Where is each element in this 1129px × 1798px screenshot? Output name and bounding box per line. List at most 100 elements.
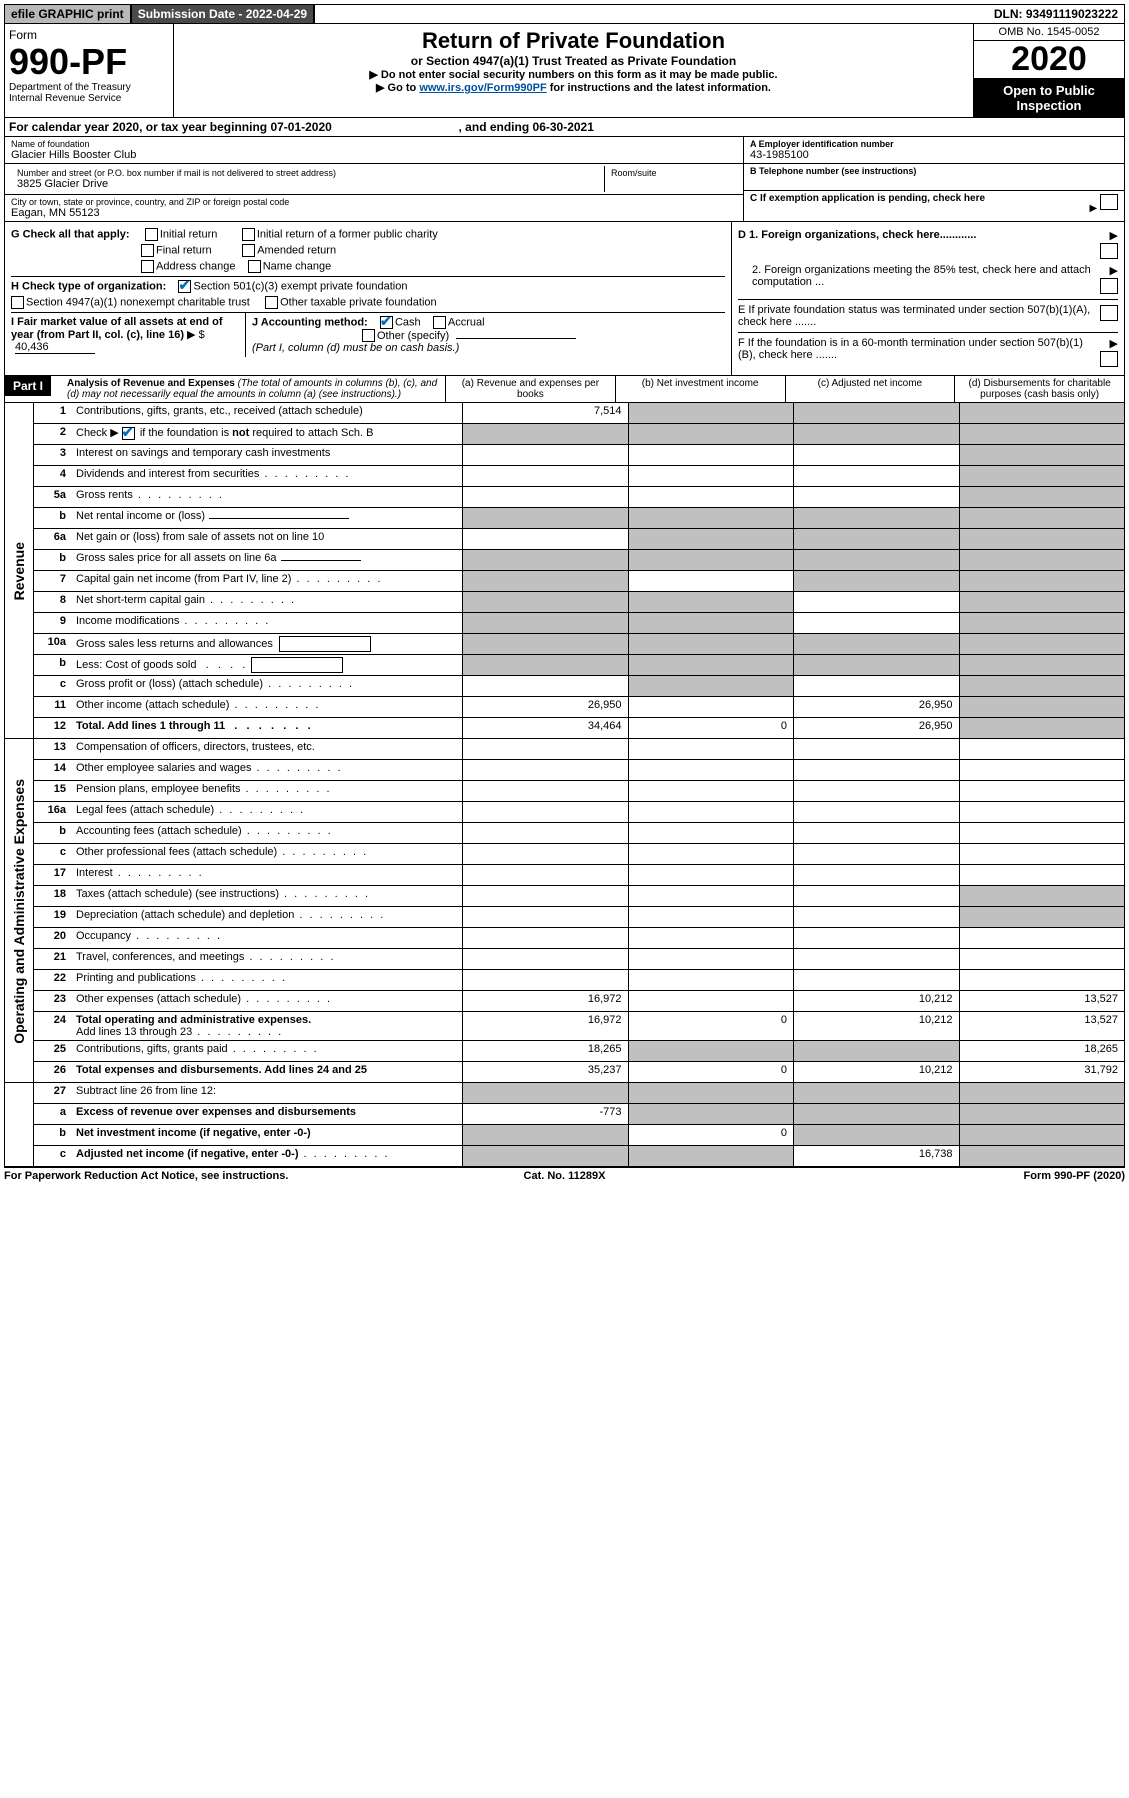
submission-date: Submission Date - 2022-04-29 [130, 5, 315, 23]
line-13: Compensation of officers, directors, tru… [72, 739, 462, 759]
form-ref: Form 990-PF (2020) [751, 1170, 1125, 1182]
line-12: Total. Add lines 1 through 11 . . . . . … [72, 718, 462, 738]
line-27b: Net investment income (if negative, ente… [72, 1125, 462, 1145]
paperwork-notice: For Paperwork Reduction Act Notice, see … [4, 1170, 378, 1182]
form-link[interactable]: www.irs.gov/Form990PF [419, 82, 546, 94]
i-label: I Fair market value of all assets at end… [11, 316, 223, 341]
line-16c: Other professional fees (attach schedule… [72, 844, 462, 864]
line-14: Other employee salaries and wages [72, 760, 462, 780]
line-1: Contributions, gifts, grants, etc., rece… [72, 403, 462, 423]
line-7: Capital gain net income (from Part IV, l… [72, 571, 462, 591]
expenses-side-label: Operating and Administrative Expenses [11, 775, 27, 1048]
cal-begin: For calendar year 2020, or tax year begi… [9, 120, 332, 134]
page-footer: For Paperwork Reduction Act Notice, see … [4, 1167, 1125, 1182]
city-label: City or town, state or province, country… [11, 197, 737, 207]
name-label: Name of foundation [11, 139, 737, 149]
fmv-value: 40,436 [15, 341, 95, 354]
checkboxes-block: G Check all that apply: Initial return I… [4, 222, 1125, 376]
d2-label: 2. Foreign organizations meeting the 85%… [738, 264, 1100, 288]
line-16a: Legal fees (attach schedule) [72, 802, 462, 822]
form-number: 990-PF [9, 44, 169, 80]
chk-initial-former[interactable] [242, 228, 255, 241]
h-label: H Check type of organization: [11, 281, 166, 293]
form-header: Form 990-PF Department of the Treasury I… [4, 24, 1125, 118]
line-4: Dividends and interest from securities [72, 466, 462, 486]
line-10c: Gross profit or (loss) (attach schedule) [72, 676, 462, 696]
line-5a: Gross rents [72, 487, 462, 507]
chk-amended[interactable] [242, 244, 255, 257]
chk-accrual[interactable] [433, 316, 446, 329]
g-label: G Check all that apply: [11, 229, 130, 241]
chk-final[interactable] [141, 244, 154, 257]
j-note: (Part I, column (d) must be on cash basi… [252, 342, 459, 354]
topbar-fill [315, 5, 988, 23]
line-27: Subtract line 26 from line 12: [72, 1083, 462, 1103]
line-8: Net short-term capital gain [72, 592, 462, 612]
line-27c: Adjusted net income (if negative, enter … [72, 1146, 462, 1166]
line-10b: Less: Cost of goods sold . . . . [72, 655, 462, 675]
line-24: Total operating and administrative expen… [72, 1012, 462, 1040]
line-3: Interest on savings and temporary cash i… [72, 445, 462, 465]
line-26: Total expenses and disbursements. Add li… [72, 1062, 462, 1082]
dept-irs: Internal Revenue Service [9, 93, 169, 104]
line-23: Other expenses (attach schedule) [72, 991, 462, 1011]
efile-label: efile GRAPHIC print [5, 5, 130, 23]
chk-cash[interactable] [380, 316, 393, 329]
line-17: Interest [72, 865, 462, 885]
line-22: Printing and publications [72, 970, 462, 990]
line-27a: Excess of revenue over expenses and disb… [72, 1104, 462, 1124]
instr-pre: ▶ Go to [376, 82, 419, 94]
e-label: E If private foundation status was termi… [738, 304, 1100, 328]
chk-other-method[interactable] [362, 329, 375, 342]
c-pending-label: C If exemption application is pending, c… [750, 193, 1090, 214]
chk-initial[interactable] [145, 228, 158, 241]
cat-no: Cat. No. 11289X [378, 1170, 752, 1182]
line-21: Travel, conferences, and meetings [72, 949, 462, 969]
omb-number: OMB No. 1545-0052 [974, 24, 1124, 41]
part1-label: Part I [5, 376, 51, 396]
open-inspection: Open to Public Inspection [974, 79, 1124, 117]
chk-4947[interactable] [11, 296, 24, 309]
line-11: Other income (attach schedule) [72, 697, 462, 717]
chk-addr-change[interactable] [141, 260, 154, 273]
identity-block: Name of foundation Glacier Hills Booster… [4, 137, 1125, 222]
city-value: Eagan, MN 55123 [11, 207, 737, 219]
phone-label: B Telephone number (see instructions) [750, 166, 1118, 176]
line-5b: Net rental income or (loss) [72, 508, 462, 528]
chk-501c3[interactable] [178, 280, 191, 293]
line-10a: Gross sales less returns and allowances [72, 634, 462, 654]
room-label: Room/suite [611, 168, 731, 178]
line-19: Depreciation (attach schedule) and deple… [72, 907, 462, 927]
f-label: F If the foundation is in a 60-month ter… [738, 337, 1100, 361]
chk-name-change[interactable] [248, 260, 261, 273]
part1-header: Part I Analysis of Revenue and Expenses … [4, 376, 1125, 403]
top-bar: efile GRAPHIC print Submission Date - 20… [4, 4, 1125, 24]
col-a-hdr: (a) Revenue and expenses per books [445, 376, 615, 402]
j-label: J Accounting method: [252, 317, 368, 329]
cal-end: , and ending 06-30-2021 [459, 120, 594, 134]
analysis-grid: Revenue 1Contributions, gifts, grants, e… [4, 403, 1125, 1167]
dept-treasury: Department of the Treasury [9, 82, 169, 93]
chk-sch-b[interactable] [122, 427, 135, 440]
col-d-hdr: (d) Disbursements for charitable purpose… [954, 376, 1124, 402]
addr-label: Number and street (or P.O. box number if… [17, 168, 598, 178]
line-15: Pension plans, employee benefits [72, 781, 462, 801]
line-6a: Net gain or (loss) from sale of assets n… [72, 529, 462, 549]
instr-post: for instructions and the latest informat… [547, 82, 771, 94]
line-6b: Gross sales price for all assets on line… [72, 550, 462, 570]
ein-value: 43-1985100 [750, 149, 1118, 161]
form-subtitle: or Section 4947(a)(1) Trust Treated as P… [178, 54, 969, 68]
analysis-title: Analysis of Revenue and Expenses [67, 378, 235, 389]
tax-year: 2020 [974, 41, 1124, 79]
d1-label: D 1. Foreign organizations, check here..… [738, 229, 976, 241]
line-20: Occupancy [72, 928, 462, 948]
chk-other-taxable[interactable] [265, 296, 278, 309]
form-word: Form [9, 28, 169, 42]
revenue-side-label: Revenue [11, 538, 27, 604]
col-c-hdr: (c) Adjusted net income [785, 376, 955, 402]
street-address: 3825 Glacier Drive [17, 178, 598, 190]
dln-label: DLN: 93491119023222 [988, 5, 1124, 23]
foundation-name: Glacier Hills Booster Club [11, 149, 737, 161]
instr-goto: ▶ Go to www.irs.gov/Form990PF for instru… [178, 81, 969, 94]
calendar-year-row: For calendar year 2020, or tax year begi… [4, 118, 1125, 137]
